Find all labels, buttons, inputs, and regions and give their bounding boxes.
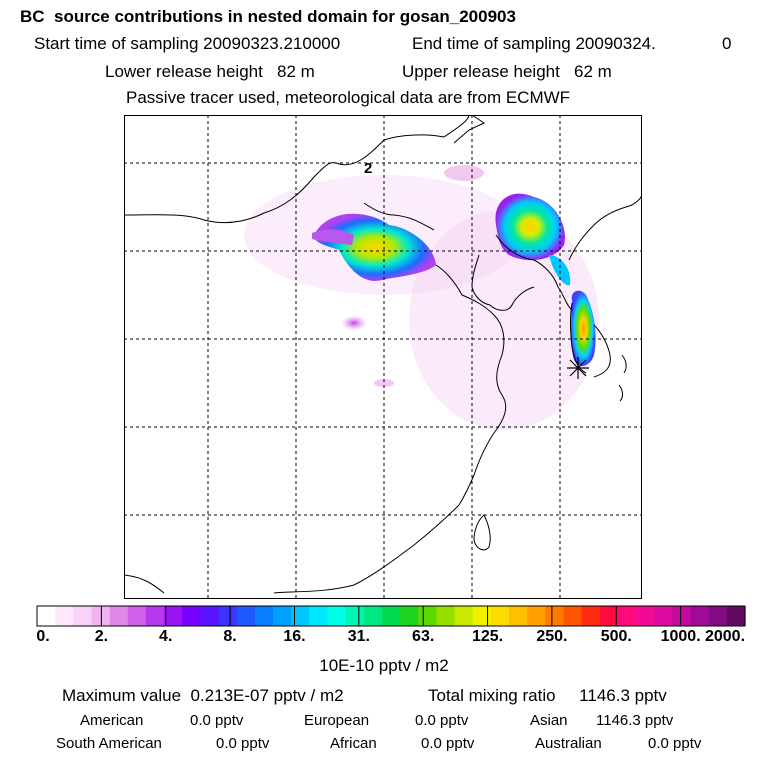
colorbar-swatch: [690, 606, 710, 626]
colorbar-swatch: [581, 606, 601, 626]
colorbar-tick-label: 2.: [94, 628, 109, 645]
south-american-label: South American: [56, 735, 162, 752]
asian-value: 1146.3 pptv: [596, 712, 674, 729]
european-value: 0.0 pptv: [415, 712, 469, 729]
colorbar-swatch: [654, 606, 673, 626]
south-american-value: 0.0 pptv: [216, 735, 270, 752]
lat-lon-grid: [124, 115, 642, 599]
colorbar-swatch: [527, 606, 546, 626]
station-asterisk-marker: [567, 357, 589, 379]
colorbar-tick-label: 16.: [283, 628, 306, 645]
colorbar-swatch: [726, 606, 746, 626]
colorbar-tick-label: 500.: [600, 628, 632, 645]
colorbar-swatch: [37, 606, 56, 626]
colorbar-swatch: [400, 606, 419, 626]
end-time-label: End time of sampling 20090324.: [412, 34, 656, 53]
plume-northeast: [495, 193, 565, 261]
colorbar-tick-label: 250.: [536, 628, 568, 645]
colorbar-swatch: [708, 606, 728, 626]
colorbar-tick-label: 63.: [412, 628, 435, 645]
colorbar-tick-label: 125.: [471, 628, 504, 645]
map-frame: [124, 115, 642, 599]
colorbar-swatch: [327, 606, 347, 626]
colorbar-tick-label: 8.: [223, 628, 237, 645]
colorbar-units: 10E-10 pptv / m2: [319, 656, 449, 675]
tracer-note: Passive tracer used, meteorological data…: [126, 88, 571, 107]
upper-release-label: Upper release height 62 m: [402, 62, 612, 81]
colorbar: [36, 605, 746, 627]
european-label: European: [304, 712, 370, 729]
african-label: African: [330, 735, 377, 752]
colorbar-swatch: [309, 606, 329, 626]
colorbar-swatch: [164, 606, 183, 626]
colorbar-swatch: [636, 606, 655, 626]
colorbar-tick-label: 1000.: [660, 628, 701, 645]
colorbar-tick-label: 4.: [159, 628, 173, 645]
coastlines: [124, 115, 642, 594]
colorbar-swatch: [273, 606, 292, 626]
australian-label: Australian: [535, 735, 602, 752]
colorbar-swatch: [345, 606, 365, 626]
colorbar-swatch: [55, 606, 74, 626]
colorbar-swatch: [472, 606, 492, 626]
colorbar-swatch: [436, 606, 456, 626]
colorbar-swatch: [218, 606, 238, 626]
australian-value: 0.0 pptv: [648, 735, 702, 752]
contribution-map: 2: [124, 115, 642, 599]
colorbar-swatch: [145, 606, 165, 626]
colorbar-swatch: [182, 606, 201, 626]
grid-label: 2: [364, 160, 372, 177]
colorbar-tick-label: 2000.: [704, 628, 746, 645]
asian-label: Asian: [530, 712, 568, 729]
plume-west-tail: [312, 229, 354, 245]
colorbar-swatch: [599, 606, 619, 626]
plume-west: [314, 213, 436, 281]
colorbar-tick-label: 31.: [347, 628, 370, 645]
colorbar-swatch: [127, 606, 147, 626]
colorbar-swatch: [291, 606, 310, 626]
plot-title: BC source contributions in nested domain…: [20, 7, 516, 26]
plume-spot: [444, 165, 484, 181]
colorbar-swatch: [617, 606, 637, 626]
end-time-suffix: 0: [722, 34, 732, 53]
colorbar-swatch: [91, 606, 111, 626]
plume-bridge: [549, 255, 571, 286]
lower-release-label: Lower release height 82 m: [105, 62, 315, 81]
total-mixing-label: Total mixing ratio 1146.3 pptv: [428, 686, 667, 705]
colorbar-swatch: [454, 606, 474, 626]
plume-halo: [409, 210, 599, 430]
colorbar-swatch: [73, 606, 93, 626]
colorbar-swatch: [381, 606, 401, 626]
colorbar-swatch: [490, 606, 510, 626]
plume-spot: [374, 379, 394, 387]
american-value: 0.0 pptv: [190, 712, 244, 729]
african-value: 0.0 pptv: [421, 735, 475, 752]
colorbar-swatch: [563, 606, 583, 626]
colorbar-swatch: [236, 606, 256, 626]
colorbar-swatch: [672, 606, 692, 626]
colorbar-swatch: [509, 606, 528, 626]
colorbar-swatch: [545, 606, 565, 626]
colorbar-swatch: [418, 606, 437, 626]
colorbar-swatch: [363, 606, 383, 626]
colorbar-frame: [36, 605, 746, 627]
plume-korea: [571, 290, 596, 367]
colorbar-swatch: [200, 606, 220, 626]
start-time-label: Start time of sampling 20090323.210000: [34, 34, 341, 53]
plume-spot: [342, 316, 366, 330]
colorbar-tick-label: 0.: [36, 628, 50, 645]
colorbar-swatch: [254, 606, 274, 626]
colorbar-swatch: [109, 606, 129, 626]
american-label: American: [80, 712, 144, 729]
max-value-label: Maximum value 0.213E-07 pptv / m2: [62, 686, 344, 705]
